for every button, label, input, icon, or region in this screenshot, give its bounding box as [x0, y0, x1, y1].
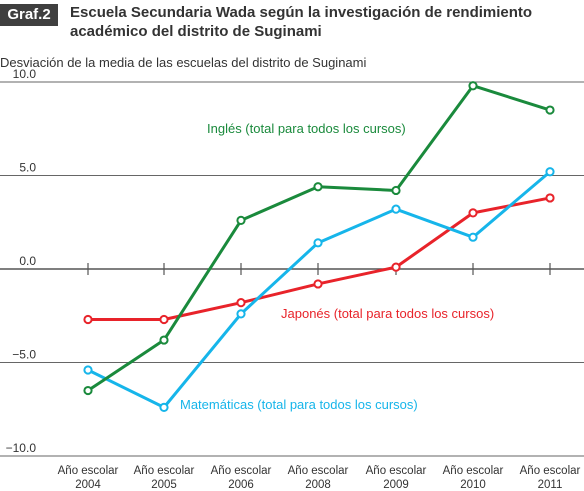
figure-badge: Graf.2 [0, 4, 58, 26]
data-point [83, 385, 93, 396]
x-category-label: Año escolar [58, 465, 119, 477]
y-tick-label: −5.0 [12, 348, 36, 362]
y-tick-label: −10.0 [6, 441, 37, 455]
data-point [391, 185, 401, 196]
x-category-label: Año escolar [520, 465, 581, 477]
data-point [159, 314, 169, 325]
data-point [83, 314, 93, 325]
x-category-label: Año escolar [366, 465, 427, 477]
x-category-label: Año escolar [134, 465, 195, 477]
y-axis-label: Desviación de la media de las escuelas d… [0, 55, 367, 70]
series-label: Japonés (total para todos los cursos) [281, 306, 494, 321]
data-point [391, 262, 401, 272]
x-category-label: Año escolar [211, 465, 272, 477]
data-point [468, 232, 478, 242]
y-tick-label: 10.0 [13, 67, 37, 81]
data-point [83, 365, 93, 375]
data-point [313, 182, 323, 192]
x-category-year: 2005 [151, 479, 177, 491]
data-point [545, 193, 555, 203]
x-category-year: 2010 [460, 479, 486, 491]
x-category-label: Año escolar [288, 465, 349, 477]
series-points [83, 81, 555, 412]
gridlines [0, 81, 584, 457]
data-point [391, 204, 401, 214]
x-category-year: 2011 [538, 479, 563, 491]
data-point [468, 208, 478, 218]
chart-title: Escuela Secundaria Wada según la investi… [70, 4, 533, 40]
data-point [236, 298, 246, 308]
chart-labels: 10.0 5.0 0.0 −5.0 −10.0 Año escolar 2004 Año es… [6, 67, 581, 491]
data-point [159, 402, 169, 412]
x-category-label: Año escolar [443, 465, 504, 477]
data-point [313, 279, 323, 289]
series-line [88, 196, 551, 321]
series-line [87, 170, 551, 409]
data-point [545, 167, 555, 177]
x-category-year: 2006 [228, 479, 254, 491]
data-point [545, 105, 555, 115]
data-point [236, 309, 246, 319]
series-label: Matemáticas (total para todos los cursos… [180, 397, 418, 412]
series-label: Inglés (total para todos los cursos) [207, 121, 406, 136]
data-point [313, 238, 323, 248]
x-category-year: 2004 [75, 479, 101, 491]
y-tick-label: 5.0 [19, 161, 36, 175]
data-point [236, 215, 246, 225]
x-category-year: 2008 [305, 479, 331, 491]
data-point [468, 81, 478, 91]
data-point [159, 335, 169, 345]
x-category-year: 2009 [383, 479, 409, 491]
y-tick-label: 0.0 [19, 254, 36, 268]
